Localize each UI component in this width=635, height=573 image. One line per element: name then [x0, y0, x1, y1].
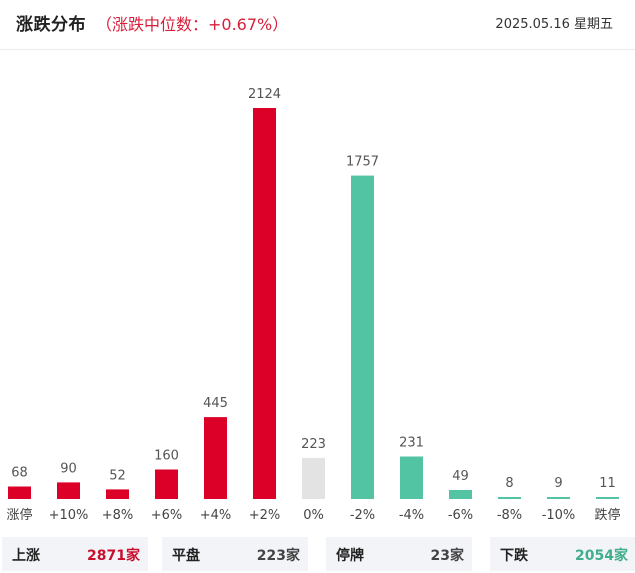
- bar-5: [253, 108, 276, 499]
- stat-flat-label: 平盘: [172, 548, 200, 564]
- value-label-5: 2124: [248, 87, 281, 102]
- value-label-0: 68: [11, 466, 28, 481]
- bar-7: [351, 175, 374, 499]
- trade-date: 2025.05.16 星期五: [495, 17, 613, 32]
- category-label-9: -6%: [448, 508, 473, 523]
- stat-up-value: 2871家: [87, 548, 140, 564]
- value-label-12: 11: [599, 476, 616, 491]
- value-label-10: 8: [505, 476, 513, 491]
- bar-11: [547, 497, 570, 499]
- distribution-bar-chart: 68 涨停 90 +10% 52 +8% 160 +6% 445 +4% 2124 +2% 223 0% 1…: [6, 87, 620, 523]
- category-label-2: +8%: [102, 508, 134, 523]
- value-label-11: 9: [554, 476, 562, 491]
- bar-12: [596, 497, 619, 499]
- category-label-10: -8%: [497, 508, 522, 523]
- stat-halted: 停牌 23家: [326, 537, 472, 571]
- category-label-5: +2%: [249, 508, 281, 523]
- stat-down: 下跌 2054家: [490, 537, 635, 571]
- value-label-8: 231: [399, 436, 424, 451]
- stat-down-value: 2054家: [575, 548, 628, 564]
- bar-4: [204, 417, 227, 499]
- chart-header: 涨跌分布 （涨跌中位数：+0.67%） 2025.05.16 星期五: [0, 0, 635, 50]
- category-label-7: -2%: [350, 508, 375, 523]
- summary-stats: 上涨 2871家 平盘 223家 停牌 23家 下跌 2054家: [0, 537, 635, 573]
- bar-2: [106, 489, 129, 499]
- category-label-6: 0%: [303, 508, 324, 523]
- value-label-9: 49: [452, 469, 469, 484]
- category-label-0: 涨停: [6, 507, 32, 523]
- chart-title: 涨跌分布: [16, 15, 86, 35]
- value-label-3: 160: [154, 449, 179, 464]
- category-label-4: +4%: [200, 508, 232, 523]
- bar-3: [155, 469, 178, 499]
- value-label-7: 1757: [346, 155, 379, 170]
- value-label-2: 52: [109, 468, 126, 483]
- bar-1: [57, 482, 80, 499]
- value-label-6: 223: [301, 437, 326, 452]
- category-label-12: 跌停: [594, 507, 620, 523]
- value-label-4: 445: [203, 396, 228, 411]
- bar-9: [449, 490, 472, 499]
- stat-up-label: 上涨: [12, 548, 40, 564]
- stat-flat: 平盘 223家: [162, 537, 308, 571]
- median-change-subtitle: （涨跌中位数：+0.67%）: [96, 15, 289, 34]
- stat-down-label: 下跌: [500, 548, 528, 564]
- stat-up: 上涨 2871家: [2, 537, 148, 571]
- category-label-8: -4%: [399, 508, 424, 523]
- category-label-1: +10%: [49, 508, 89, 523]
- bar-6: [302, 457, 325, 499]
- category-label-11: -10%: [542, 508, 576, 523]
- stat-halted-label: 停牌: [336, 548, 364, 564]
- stat-halted-value: 23家: [430, 548, 464, 564]
- stat-flat-value: 223家: [256, 548, 300, 564]
- category-label-3: +6%: [151, 508, 183, 523]
- bar-8: [400, 456, 423, 499]
- bar-0: [8, 486, 31, 499]
- bar-10: [498, 497, 521, 499]
- value-label-1: 90: [60, 461, 77, 476]
